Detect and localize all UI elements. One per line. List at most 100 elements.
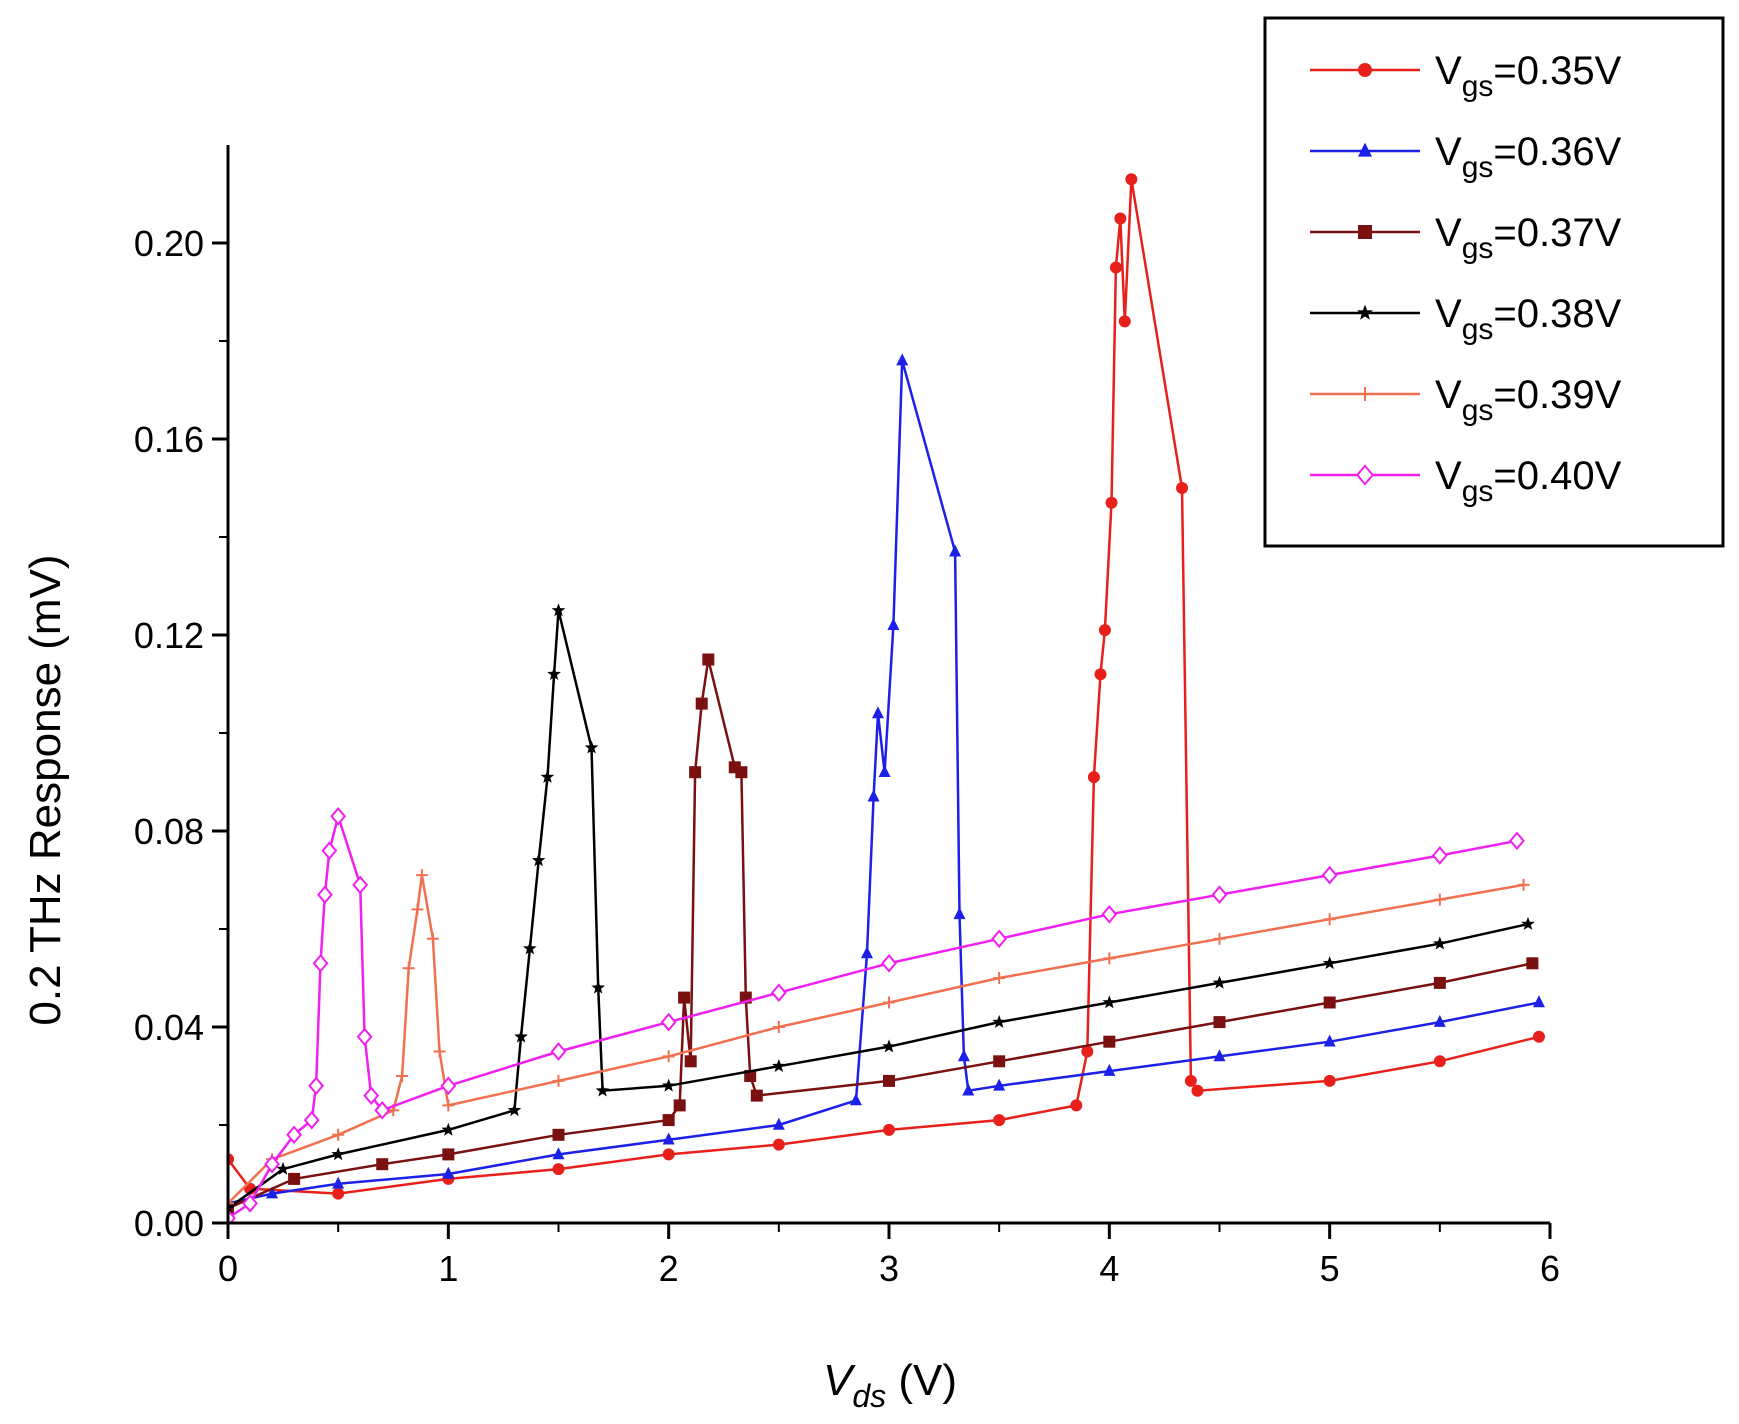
legend-label-sub: gs xyxy=(1462,70,1494,103)
data-point xyxy=(1176,482,1189,494)
data-point xyxy=(993,1055,1006,1068)
data-point xyxy=(860,946,873,959)
data-point xyxy=(695,697,708,710)
legend-label-value: =0.39V xyxy=(1493,373,1621,417)
legend-marker xyxy=(1358,225,1372,239)
series-5 xyxy=(228,806,1525,1223)
data-point xyxy=(264,1154,280,1174)
legend-label-sub: gs xyxy=(1462,151,1494,184)
data-point xyxy=(1081,1045,1094,1058)
data-point xyxy=(1105,496,1118,509)
data-point xyxy=(228,1208,236,1223)
series-line xyxy=(228,360,1540,1205)
legend-item: Vgs=0.35V xyxy=(1310,49,1622,103)
data-point xyxy=(440,1076,457,1096)
data-point xyxy=(266,1186,279,1199)
data-point xyxy=(551,603,566,617)
data-point xyxy=(552,1147,565,1160)
data-point xyxy=(750,1089,763,1102)
x-tick-label: 4 xyxy=(1099,1248,1119,1289)
data-point xyxy=(1070,1099,1083,1112)
legend-marker xyxy=(1358,387,1372,401)
legend-label-main: V xyxy=(1435,211,1462,255)
data-point xyxy=(678,991,691,1004)
data-point xyxy=(957,1049,970,1062)
legend-label-value: =0.37V xyxy=(1493,211,1621,255)
data-point xyxy=(332,1128,345,1141)
data-point xyxy=(303,1110,320,1130)
data-point xyxy=(308,1076,325,1096)
legend-label: Vgs=0.40V xyxy=(1435,454,1622,508)
data-point xyxy=(376,1158,389,1171)
data-point xyxy=(317,885,333,905)
data-point xyxy=(540,769,555,783)
data-point xyxy=(286,1125,303,1145)
legend-item: Vgs=0.40V xyxy=(1310,454,1622,508)
data-point xyxy=(552,1128,565,1141)
data-point xyxy=(660,1012,677,1032)
data-point xyxy=(332,1187,345,1200)
data-point xyxy=(662,1148,675,1161)
data-point xyxy=(312,953,329,973)
data-point xyxy=(595,1083,610,1097)
data-point xyxy=(1323,1074,1336,1087)
data-point xyxy=(332,1176,345,1189)
data-point xyxy=(1102,995,1117,1009)
legend-item: Vgs=0.38V xyxy=(1310,292,1622,346)
data-point xyxy=(1191,1084,1204,1097)
legend-marker xyxy=(1355,464,1375,486)
data-point xyxy=(374,1100,391,1120)
legend-label-main: V xyxy=(1435,49,1462,93)
data-point xyxy=(228,1197,234,1210)
data-point xyxy=(684,1055,697,1068)
data-point xyxy=(991,929,1008,949)
data-point xyxy=(1532,995,1545,1008)
data-point xyxy=(689,766,702,779)
x-tick-label: 0 xyxy=(218,1248,238,1289)
data-point xyxy=(402,962,415,975)
data-point xyxy=(442,1099,455,1112)
legend-label-main: V xyxy=(1435,130,1462,174)
legend-label: Vgs=0.37V xyxy=(1435,211,1622,265)
data-point xyxy=(992,1014,1006,1028)
data-point xyxy=(330,806,347,826)
data-point xyxy=(396,1070,409,1082)
data-point xyxy=(1098,624,1111,637)
data-point xyxy=(507,1103,522,1117)
data-point xyxy=(702,653,715,666)
data-point xyxy=(1103,952,1116,965)
data-point xyxy=(1433,893,1446,906)
data-point xyxy=(1321,865,1338,885)
legend-label-value: =0.36V xyxy=(1493,130,1621,174)
data-point xyxy=(1118,315,1131,328)
data-point xyxy=(1433,936,1447,950)
legend-label-main: V xyxy=(1435,292,1462,336)
series-2 xyxy=(228,653,1539,1215)
x-axis-title-main: V xyxy=(823,1356,856,1405)
data-point xyxy=(1323,1034,1336,1047)
data-point xyxy=(1213,1049,1226,1062)
data-point xyxy=(531,853,546,867)
y-axis-title: 0.2 THz Response (mV) xyxy=(21,554,70,1025)
data-point xyxy=(426,932,439,945)
data-point xyxy=(352,875,369,895)
data-point xyxy=(552,1074,565,1087)
data-point xyxy=(356,1027,373,1047)
legend-marker xyxy=(1358,63,1372,77)
legend-label-main: V xyxy=(1435,373,1462,417)
legend-marker xyxy=(1358,142,1372,157)
x-axis-title-sub: ds xyxy=(852,1378,886,1414)
data-point xyxy=(662,1050,675,1063)
legend-label-sub: gs xyxy=(1462,394,1494,427)
data-point xyxy=(953,907,966,920)
legend-label-main: V xyxy=(1435,454,1462,498)
data-point xyxy=(772,1021,785,1033)
x-tick-label: 3 xyxy=(879,1248,899,1289)
data-point xyxy=(883,1123,895,1136)
data-point xyxy=(1431,846,1448,865)
data-point xyxy=(1322,956,1337,970)
data-point xyxy=(1114,212,1127,225)
data-point xyxy=(993,972,1006,984)
x-tick-label: 1 xyxy=(438,1248,458,1289)
